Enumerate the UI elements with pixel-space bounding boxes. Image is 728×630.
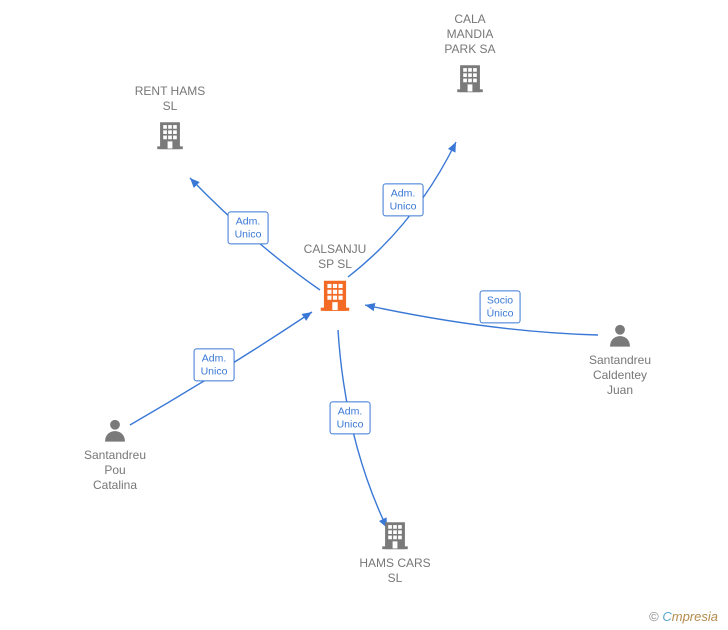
node-juan[interactable]: Santandreu Caldentey Juan (575, 321, 665, 398)
node-label: CALA MANDIA PARK SA (425, 12, 515, 57)
edge-label: Adm. Unico (383, 183, 424, 216)
node-calamandia[interactable]: CALA MANDIA PARK SA (425, 12, 515, 95)
node-renthams[interactable]: RENT HAMS SL (125, 84, 215, 152)
edge-label: Adm. Unico (228, 211, 269, 244)
edge-label: Adm. Unico (330, 401, 371, 434)
building-icon (350, 518, 440, 552)
building-icon (425, 61, 515, 95)
building-icon (125, 118, 215, 152)
node-label: CALSANJU SP SL (290, 242, 380, 272)
person-icon (575, 321, 665, 349)
node-label: Santandreu Caldentey Juan (575, 353, 665, 398)
copyright-symbol: © (649, 609, 659, 624)
node-hamscars[interactable]: HAMS CARS SL (350, 518, 440, 586)
brand-c: C (662, 609, 671, 624)
node-label: HAMS CARS SL (350, 556, 440, 586)
building-icon (290, 276, 380, 314)
node-label: RENT HAMS SL (125, 84, 215, 114)
watermark: © Cmpresia (649, 609, 718, 624)
node-calsanju[interactable]: CALSANJU SP SL (290, 242, 380, 314)
node-catalina[interactable]: Santandreu Pou Catalina (70, 416, 160, 493)
person-icon (70, 416, 160, 444)
edge-label: Socio Único (480, 290, 521, 323)
node-label: Santandreu Pou Catalina (70, 448, 160, 493)
brand-rest: mpresia (672, 609, 718, 624)
edge-label: Adm. Unico (194, 348, 235, 381)
